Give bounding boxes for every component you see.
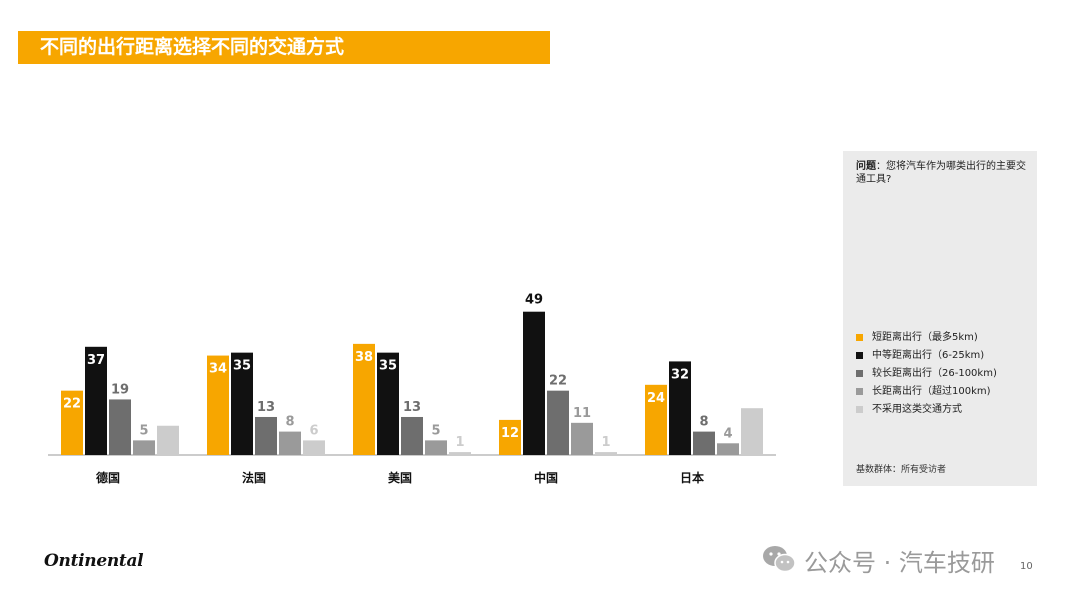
legend-label: 较长距离出行（26-100km)	[872, 368, 997, 379]
data-label: 22	[63, 397, 81, 412]
bar	[693, 431, 715, 455]
question-separator: ：	[876, 161, 886, 172]
bar	[449, 452, 471, 455]
data-label: 19	[111, 382, 129, 397]
watermark: 公众号 · 汽车技研	[762, 545, 995, 583]
data-label: 34	[209, 362, 227, 377]
bar	[255, 416, 277, 455]
data-label: 12	[501, 426, 519, 441]
watermark-text: 公众号 · 汽车技研	[804, 549, 995, 577]
data-label: 4	[723, 426, 732, 441]
legend-item: 长距离出行（超过100km)	[856, 383, 997, 401]
chart-legend: 短距离出行（最多5km) 中等距离出行（6-25km) 较长距离出行（26-100k…	[856, 329, 997, 419]
bar	[571, 422, 593, 455]
category-label: 中国	[534, 470, 558, 485]
question-label: 问题	[856, 161, 876, 172]
category-label: 日本	[680, 470, 704, 485]
data-label: 5	[431, 423, 440, 438]
data-label: 8	[285, 415, 294, 430]
legend-swatch	[856, 406, 863, 413]
data-label: 8	[699, 415, 708, 430]
legend-item: 中等距离出行（6-25km)	[856, 347, 997, 365]
continental-logo: Ontinental	[44, 551, 144, 571]
question-body: 您将汽车作为哪类出行的主要交通工具?	[856, 161, 1026, 185]
data-label: 13	[403, 400, 421, 415]
bar	[547, 390, 569, 455]
legend-item: 不采用这类交通方式	[856, 401, 997, 419]
bar	[207, 355, 229, 455]
bar	[741, 408, 763, 455]
data-label: 22	[549, 374, 567, 389]
bar	[595, 452, 617, 455]
question-text: 问题：您将汽车作为哪类出行的主要交通工具?	[856, 160, 1032, 186]
bar	[303, 440, 325, 455]
bar	[377, 352, 399, 455]
legend-item: 短距离出行（最多5km)	[856, 329, 997, 347]
data-label: 11	[573, 406, 591, 421]
bar	[109, 399, 131, 455]
category-label: 法国	[242, 470, 266, 485]
legend-label: 中等距离出行（6-25km)	[872, 350, 985, 361]
bar	[717, 443, 739, 455]
legend-label: 长距离出行（超过100km)	[872, 386, 991, 397]
bar	[279, 431, 301, 455]
bar	[425, 440, 447, 455]
legend-swatch	[856, 352, 863, 359]
bar	[231, 352, 253, 455]
data-label: 38	[355, 350, 373, 365]
category-label: 美国	[388, 470, 412, 485]
bar	[401, 416, 423, 455]
data-label: 24	[647, 391, 665, 406]
data-label: 1	[455, 435, 464, 450]
legend-swatch	[856, 334, 863, 341]
bar	[645, 384, 667, 455]
bar	[85, 346, 107, 455]
legend-swatch	[856, 370, 863, 377]
data-label: 49	[525, 293, 543, 308]
data-label: 32	[671, 367, 689, 382]
legend-swatch	[856, 388, 863, 395]
logo-text: Ontinental	[44, 551, 144, 571]
data-label: 6	[309, 423, 318, 438]
data-label: 35	[379, 359, 397, 374]
bar	[523, 311, 545, 455]
bar	[499, 419, 521, 455]
legend-item: 较长距离出行（26-100km)	[856, 365, 997, 383]
title-bar: 不同的出行距离选择不同的交通方式	[18, 31, 550, 64]
data-label: 35	[233, 359, 251, 374]
data-label: 5	[139, 423, 148, 438]
bar	[669, 361, 691, 455]
bar	[353, 343, 375, 455]
bar	[61, 390, 83, 455]
side-panel: 问题：您将汽车作为哪类出行的主要交通工具? 短距离出行（最多5km) 中等距离出行…	[843, 151, 1037, 486]
bar	[133, 440, 155, 455]
data-label: 37	[87, 353, 105, 368]
bar	[157, 425, 179, 455]
wechat-icon	[762, 545, 796, 583]
legend-label: 短距离出行（最多5km)	[872, 332, 978, 343]
data-label: 1	[601, 435, 610, 450]
page-number: 10	[1020, 561, 1033, 572]
base-note: 基数群体：所有受访者	[856, 465, 947, 475]
page-title: 不同的出行距离选择不同的交通方式	[40, 36, 345, 58]
data-label: 13	[257, 400, 275, 415]
category-label: 德国	[96, 470, 120, 485]
legend-label: 不采用这类交通方式	[872, 404, 962, 415]
